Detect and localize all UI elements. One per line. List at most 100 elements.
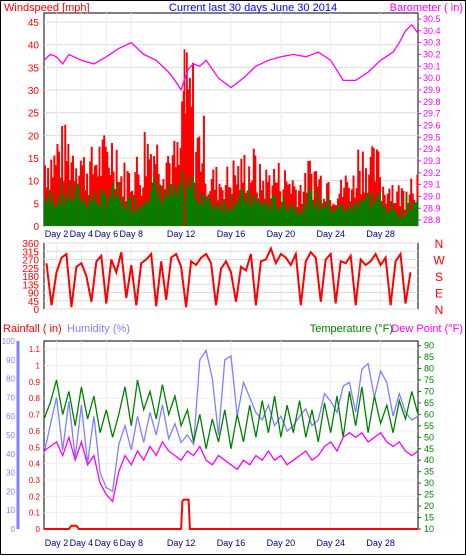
- avg-wind-bar: [98, 206, 101, 226]
- compass-label: N: [435, 303, 444, 317]
- avg-wind-bar: [204, 197, 207, 226]
- avg-wind-bar: [215, 202, 218, 226]
- humidity-tick-label: 70: [6, 393, 15, 402]
- barometer-tick-label: 29.3: [423, 156, 441, 166]
- rain-tick-label: 0.5: [29, 443, 41, 452]
- avg-wind-bar: [245, 205, 247, 226]
- avg-wind-bar: [249, 202, 252, 226]
- gust-bar: [135, 156, 138, 226]
- avg-wind-bar: [93, 191, 96, 226]
- avg-wind-bar: [369, 207, 372, 226]
- gust-bar: [145, 176, 148, 226]
- avg-wind-bar: [231, 193, 233, 226]
- avg-wind-bar: [76, 183, 79, 226]
- wind-y-tick-label: 45: [28, 18, 40, 29]
- gust-bar: [369, 156, 372, 226]
- avg-wind-bar: [185, 183, 188, 226]
- gust-bar: [357, 149, 360, 226]
- avg-wind-bar: [361, 202, 364, 226]
- gust-bar: [265, 169, 268, 226]
- gust-bar: [340, 179, 343, 226]
- humidity-tick-label: 100: [2, 337, 16, 346]
- avg-wind-bar: [87, 200, 90, 226]
- humidity-tick-label: 80: [6, 375, 15, 384]
- day-label: Day 28: [366, 538, 395, 548]
- gust-bar: [315, 170, 318, 226]
- compass-label: E: [435, 287, 443, 301]
- avg-wind-bar: [114, 197, 117, 226]
- avg-wind-bar: [107, 197, 110, 226]
- avg-wind-bar: [375, 194, 378, 226]
- barometer-tick-label: 29.4: [423, 144, 441, 154]
- avg-wind-bar: [181, 169, 184, 226]
- day-label: Day 28: [366, 229, 395, 239]
- gust-bar: [56, 143, 59, 226]
- avg-wind-bar: [121, 198, 124, 226]
- avg-wind-bar: [201, 206, 204, 226]
- temperature-axis-title: Temperature (°F): [310, 323, 393, 335]
- wind-direction-line: [45, 245, 412, 308]
- avg-wind-bar: [246, 193, 249, 226]
- gust-bar: [399, 206, 402, 226]
- avg-wind-bar: [310, 189, 313, 226]
- avg-wind-bar: [160, 205, 163, 226]
- avg-wind-bar: [100, 193, 103, 226]
- humidity-tick-label: 50: [6, 431, 15, 440]
- avg-wind-bar: [343, 211, 346, 226]
- avg-wind-bar: [333, 210, 336, 226]
- wind-y-tick-label: 0: [33, 222, 39, 233]
- avg-wind-bar: [318, 209, 321, 226]
- avg-wind-bar: [411, 203, 414, 226]
- gust-bar: [212, 169, 215, 226]
- avg-wind-bar: [365, 197, 367, 226]
- wind-y-tick-label: 35: [28, 63, 40, 74]
- avg-wind-bar: [101, 188, 104, 226]
- avg-wind-bar: [104, 195, 107, 226]
- avg-wind-bar: [304, 202, 307, 226]
- humidity-tick-label: 0: [11, 525, 16, 534]
- avg-wind-bar: [407, 211, 410, 226]
- avg-wind-bar: [402, 217, 405, 226]
- gust-bar: [61, 125, 64, 226]
- direction-y-tick-label: 135: [22, 280, 39, 291]
- gust-bar: [299, 185, 302, 226]
- avg-wind-bar: [134, 197, 137, 226]
- avg-wind-bar: [146, 201, 149, 226]
- avg-wind-bar: [271, 195, 274, 226]
- avg-wind-bar: [405, 194, 408, 226]
- avg-wind-bar: [283, 201, 286, 226]
- avg-wind-bar: [366, 192, 369, 226]
- avg-wind-bar: [285, 211, 288, 226]
- avg-wind-bar: [379, 192, 381, 226]
- avg-wind-bar: [243, 200, 246, 226]
- barometer-line: [43, 23, 419, 92]
- day-label: Day 24: [316, 229, 345, 239]
- rain-tick-label: 0.6: [29, 427, 41, 436]
- compass-label: W: [433, 254, 445, 268]
- avg-wind-bar: [86, 207, 89, 226]
- gust-bar: [96, 176, 99, 226]
- gust-bar: [346, 181, 349, 226]
- day-label: Day 12: [167, 538, 196, 548]
- avg-wind-bar: [313, 208, 316, 226]
- gust-bar: [318, 179, 321, 226]
- avg-wind-bar: [184, 199, 187, 226]
- avg-wind-bar: [386, 213, 389, 226]
- temperature-tick-label: 15: [424, 513, 434, 523]
- gust-bar: [111, 143, 113, 226]
- avg-wind-bar: [61, 182, 64, 226]
- gust-bar: [192, 62, 194, 227]
- avg-wind-bar: [393, 207, 396, 226]
- avg-wind-bar: [360, 199, 363, 226]
- gust-bar: [243, 154, 246, 226]
- gust-bar: [90, 146, 93, 226]
- gust-bar: [305, 192, 308, 226]
- rain-tick-label: 1: [36, 362, 41, 371]
- gust-bar: [184, 113, 187, 226]
- avg-wind-bar: [187, 188, 190, 226]
- avg-wind-bar: [344, 211, 347, 226]
- avg-wind-bar: [64, 202, 67, 226]
- avg-wind-bar: [372, 204, 375, 226]
- barometer-tick-label: 29.0: [423, 191, 441, 201]
